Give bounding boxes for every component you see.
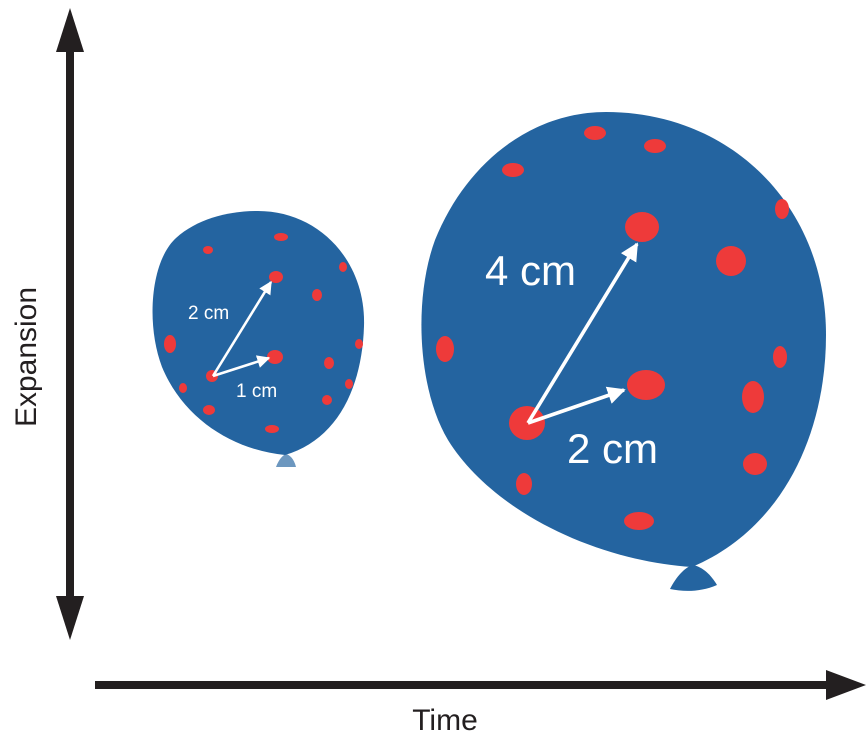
spot <box>775 199 789 219</box>
large-balloon-body <box>421 112 826 567</box>
large-balloon-spots <box>436 126 789 530</box>
spot <box>269 271 283 283</box>
spot <box>627 370 665 400</box>
y-axis <box>56 8 84 640</box>
spot <box>509 406 545 440</box>
small-balloon-spots <box>164 233 363 433</box>
small-balloon-knot <box>276 454 296 467</box>
spot <box>345 379 353 389</box>
x-axis-arrowhead <box>826 670 866 700</box>
large-arrow-far <box>526 242 639 424</box>
spot <box>743 453 767 475</box>
spot <box>312 289 322 301</box>
spot <box>339 262 347 272</box>
spot <box>322 395 332 405</box>
large-arrow-near <box>527 386 626 425</box>
y-axis-arrowhead-bottom <box>56 596 84 640</box>
small-distance-near-label: 1 cm <box>236 381 277 402</box>
spot <box>203 246 213 254</box>
spot <box>716 246 746 276</box>
x-axis-label: Time <box>412 704 478 737</box>
spot <box>773 346 787 368</box>
spot <box>584 126 606 140</box>
spot <box>516 473 532 495</box>
large-balloon-knot <box>670 565 717 591</box>
spot <box>355 339 363 349</box>
spot <box>265 425 279 433</box>
spot <box>502 163 524 177</box>
spot <box>436 336 454 362</box>
spot <box>324 357 334 369</box>
large-distance-far-label: 4 cm <box>485 247 576 294</box>
small-balloon-body <box>152 211 365 455</box>
small-distance-far-label: 2 cm <box>188 303 229 324</box>
y-axis-arrowhead-top <box>56 8 84 52</box>
spot <box>267 350 283 364</box>
spot <box>625 212 659 242</box>
spot <box>274 233 288 241</box>
small-arrow-near <box>212 355 271 378</box>
small-balloon: 2 cm 1 cm <box>152 211 365 467</box>
spot <box>644 139 666 153</box>
large-balloon: 4 cm 2 cm <box>421 112 826 591</box>
x-axis <box>95 670 866 700</box>
spot <box>742 381 764 413</box>
spot <box>179 383 187 393</box>
y-axis-label: Expansion <box>10 287 43 427</box>
small-arrow-far <box>211 280 273 377</box>
spot <box>203 405 215 415</box>
large-distance-near-label: 2 cm <box>567 425 658 472</box>
spot <box>624 512 654 530</box>
spot <box>164 335 176 353</box>
